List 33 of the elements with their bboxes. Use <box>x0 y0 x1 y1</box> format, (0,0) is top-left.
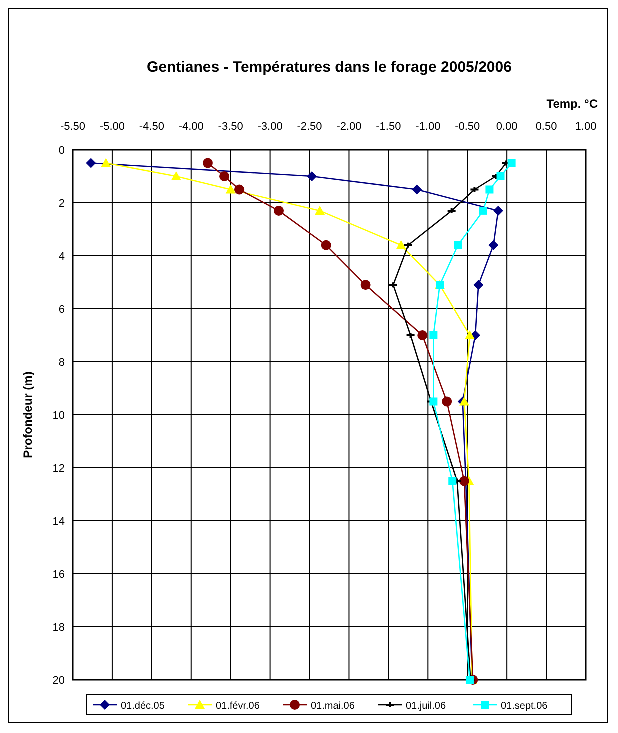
y-tick-label: 14 <box>52 516 65 528</box>
y-tick-label: 18 <box>52 622 65 634</box>
x-tick-label: -1.50 <box>376 121 402 133</box>
y-tick-label: 2 <box>58 198 65 210</box>
x-tick-label: -0.50 <box>455 121 480 133</box>
x-tick-label: 1.00 <box>575 121 597 133</box>
y-tick-label: 20 <box>52 675 65 687</box>
x-tick-label: -4.00 <box>178 121 204 133</box>
legend-label: 01.sept.06 <box>501 701 548 712</box>
legend-label: 01.févr.06 <box>216 701 260 712</box>
legend-label: 01.juil.06 <box>406 701 446 712</box>
y-tick-label: 4 <box>58 251 65 263</box>
x-tick-label: -3.00 <box>258 121 283 133</box>
y-tick-label: 6 <box>58 304 65 316</box>
x-axis-title: Temp. °C <box>546 97 598 111</box>
chart-title: Gentianes - Températures dans le forage 2005/2006 <box>147 59 512 76</box>
y-tick-label: 16 <box>52 569 65 581</box>
x-tick-label: 0.00 <box>496 121 518 133</box>
y-tick-label: 12 <box>52 463 65 475</box>
x-tick-label: -5.50 <box>60 121 86 133</box>
y-tick-label: 10 <box>52 410 65 422</box>
x-tick-label: 0.50 <box>536 121 558 133</box>
y-tick-label: 8 <box>58 357 65 369</box>
x-tick-label: -5.00 <box>100 121 125 133</box>
x-tick-label: -2.50 <box>297 121 322 133</box>
x-tick-label: -3.50 <box>218 121 244 133</box>
y-axis-title: Profondeur (m) <box>21 372 35 458</box>
x-tick-label: -4.50 <box>139 121 164 133</box>
legend-label: 01.déc.05 <box>121 701 166 712</box>
legend-label: 01.mai.06 <box>311 701 356 712</box>
x-tick-label: -2.00 <box>336 121 362 133</box>
y-tick-label: 0 <box>58 145 65 157</box>
x-tick-label: -1.00 <box>416 121 441 133</box>
